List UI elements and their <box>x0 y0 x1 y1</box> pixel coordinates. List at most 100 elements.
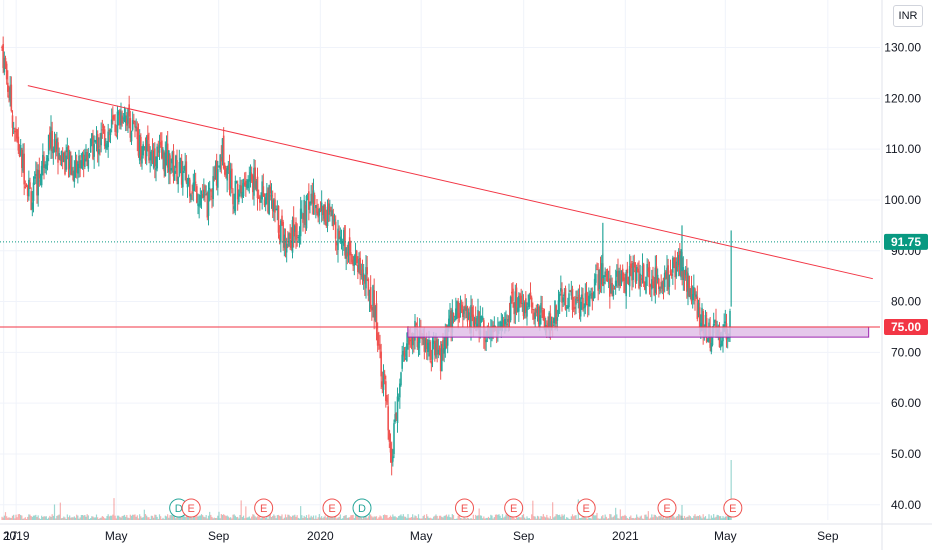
candle-body <box>542 310 545 321</box>
candle-body <box>149 157 151 161</box>
volume-bar <box>323 516 325 520</box>
candle-body <box>340 240 343 242</box>
earnings-marker[interactable]: E <box>322 498 342 518</box>
candle-body <box>467 312 470 320</box>
volume-bar <box>640 515 642 520</box>
candle-body <box>651 279 653 290</box>
price-tick-label: 130.00 <box>884 41 921 55</box>
earnings-marker[interactable]: E <box>504 498 524 518</box>
candle-body <box>614 280 617 287</box>
candle-body <box>707 338 709 342</box>
candle-body <box>248 179 251 182</box>
marker-label: E <box>729 503 736 515</box>
volume-bar <box>581 517 583 520</box>
volume-bar <box>129 514 131 520</box>
candle-body <box>88 154 91 157</box>
volume-bar <box>248 516 250 520</box>
volume-bar <box>169 515 171 520</box>
volume-bar <box>137 518 140 520</box>
volume-bar <box>324 515 326 520</box>
marker-label: E <box>461 503 468 515</box>
candle-body <box>667 265 669 290</box>
volume-bar <box>625 516 627 520</box>
candle-body <box>38 170 41 179</box>
volume-bar <box>190 517 192 520</box>
candle-body <box>582 297 584 310</box>
earnings-marker[interactable]: E <box>723 498 743 518</box>
candle-body <box>462 309 464 317</box>
volume-bar <box>711 517 714 520</box>
candle-body <box>554 300 556 322</box>
volume-bar <box>330 516 332 520</box>
candle-body <box>274 199 276 213</box>
volume-bar <box>3 515 5 520</box>
candle-body <box>246 184 248 189</box>
dividend-marker[interactable]: D <box>352 498 372 518</box>
candle-body <box>159 142 162 145</box>
volume-bar <box>80 515 82 520</box>
candle-body <box>401 354 403 369</box>
candle-body <box>312 190 315 203</box>
volume-bar <box>617 518 619 520</box>
candle-body <box>308 191 310 210</box>
candle-body <box>85 152 87 161</box>
volume-bar <box>36 517 38 520</box>
volume-bar <box>191 517 193 520</box>
candle-body <box>635 267 638 281</box>
volume-bar <box>596 512 598 520</box>
candle-body <box>624 280 626 292</box>
earnings-marker[interactable]: E <box>181 498 201 518</box>
volume-bar <box>391 516 393 520</box>
support-zone[interactable] <box>407 326 870 338</box>
volume-bar <box>109 515 112 520</box>
volume-bar <box>672 512 674 520</box>
volume-bar <box>253 514 255 520</box>
candle-body <box>291 219 294 253</box>
candle-body <box>583 307 585 309</box>
candle-body <box>78 155 80 169</box>
candle-body <box>726 337 729 339</box>
candle-body <box>701 307 703 325</box>
candle-body <box>119 110 121 126</box>
candle-body <box>329 209 331 212</box>
marker-circle <box>455 498 474 518</box>
volume-bar <box>583 516 585 520</box>
candle-body <box>276 208 279 211</box>
volume-bar <box>155 514 157 520</box>
earnings-marker[interactable]: E <box>254 498 274 518</box>
volume-bar <box>11 515 14 520</box>
earnings-marker[interactable]: E <box>576 498 596 518</box>
candle-body <box>285 243 288 253</box>
trendline[interactable] <box>27 85 873 280</box>
candle-body <box>17 136 20 151</box>
candle-body <box>693 287 695 296</box>
candle-body <box>35 173 37 176</box>
volume-bar <box>314 518 316 520</box>
volume-bar <box>421 518 423 520</box>
volume-bar <box>673 516 675 520</box>
volume-bar <box>282 518 284 520</box>
volume-bar <box>58 514 60 520</box>
candle-body <box>247 179 249 189</box>
earnings-marker[interactable]: E <box>455 498 474 518</box>
candle-body <box>309 202 311 206</box>
earnings-marker[interactable]: E <box>657 498 677 518</box>
candle-body <box>597 274 599 291</box>
candle-body <box>299 208 302 237</box>
volume-bar <box>522 514 525 520</box>
candle-body <box>301 211 303 213</box>
volume-bar <box>591 511 593 520</box>
candle-body <box>443 348 445 354</box>
volume-bar <box>22 518 24 520</box>
candle-body <box>10 84 13 111</box>
volume-bar <box>186 516 189 520</box>
volume-bar <box>466 517 469 520</box>
currency-badge[interactable]: INR <box>893 5 923 27</box>
volume-bar <box>7 517 9 520</box>
volume-bar <box>641 518 644 520</box>
candle-body <box>145 136 148 157</box>
candle-body <box>203 189 205 198</box>
candle-body <box>252 175 254 193</box>
candle-body <box>365 267 367 289</box>
